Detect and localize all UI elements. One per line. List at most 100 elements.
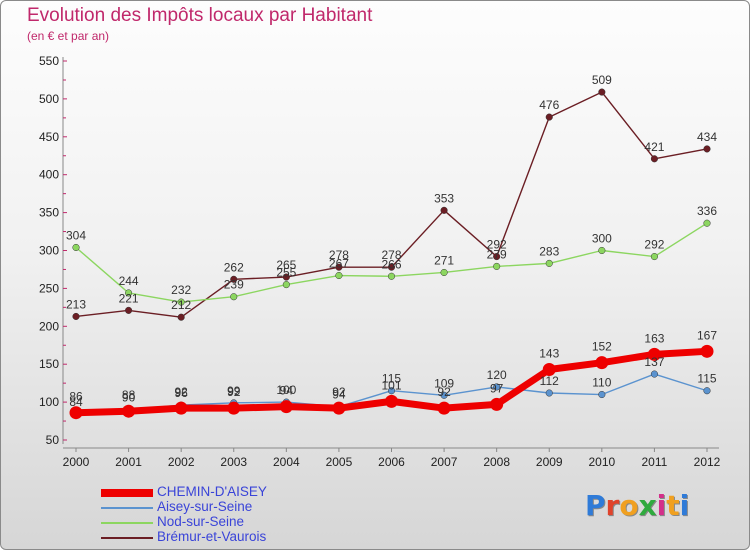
data-point-bremur bbox=[493, 253, 501, 261]
y-tick-label: 400 bbox=[39, 168, 59, 182]
data-point-chemin bbox=[69, 406, 83, 420]
data-point-bremur bbox=[177, 313, 185, 321]
data-point-nod bbox=[177, 298, 185, 306]
y-tick-label: 50 bbox=[46, 433, 60, 447]
data-point-bremur bbox=[230, 275, 238, 283]
data-point-nod bbox=[387, 272, 396, 280]
x-tick-label: 2012 bbox=[694, 455, 721, 469]
y-tick-label: 150 bbox=[39, 357, 59, 371]
logo-letter: o bbox=[619, 489, 639, 522]
x-tick-label: 2009 bbox=[536, 455, 563, 469]
y-tick-label: 500 bbox=[39, 92, 59, 106]
data-label-chemin: 88 bbox=[122, 388, 136, 402]
data-label-aisey: 115 bbox=[697, 372, 716, 386]
legend-swatch-aisey bbox=[101, 507, 153, 509]
data-point-chemin bbox=[279, 400, 293, 414]
data-point-chemin bbox=[122, 404, 136, 418]
data-label-bremur: 434 bbox=[697, 130, 717, 144]
y-tick-label: 550 bbox=[39, 54, 59, 68]
data-label-nod: 283 bbox=[539, 244, 559, 258]
y-tick-label: 100 bbox=[39, 395, 59, 409]
legend-swatch-chemin bbox=[101, 489, 153, 497]
data-label-nod: 271 bbox=[434, 253, 454, 267]
data-point-nod bbox=[282, 281, 290, 289]
data-point-bremur bbox=[440, 206, 448, 214]
data-point-nod bbox=[545, 259, 553, 267]
data-label-bremur: 476 bbox=[539, 98, 559, 112]
data-point-chemin bbox=[700, 344, 714, 358]
data-label-bremur: 221 bbox=[119, 291, 139, 305]
data-point-nod bbox=[230, 293, 238, 301]
data-point-aisey bbox=[440, 391, 448, 399]
x-tick-label: 2011 bbox=[642, 455, 668, 469]
data-point-aisey bbox=[387, 387, 396, 395]
data-label-chemin: 163 bbox=[644, 331, 664, 345]
data-label-nod: 267 bbox=[329, 257, 349, 271]
data-point-nod bbox=[598, 246, 606, 255]
chart-subtitle: (en € et par an) bbox=[27, 29, 110, 43]
logo-letter: i bbox=[656, 489, 667, 522]
data-point-bremur bbox=[282, 273, 290, 281]
y-tick-label: 350 bbox=[39, 206, 59, 220]
data-point-bremur bbox=[387, 263, 396, 271]
data-point-nod bbox=[335, 271, 343, 280]
data-label-chemin: 152 bbox=[592, 340, 612, 354]
data-label-chemin: 92 bbox=[332, 385, 346, 399]
data-point-bremur bbox=[125, 306, 133, 314]
legend-label-aisey: Aisey-sur-Seine bbox=[157, 499, 253, 514]
data-label-nod: 300 bbox=[592, 232, 612, 246]
y-tick-label: 250 bbox=[39, 281, 59, 295]
data-label-aisey: 120 bbox=[487, 368, 507, 382]
x-tick-label: 2004 bbox=[273, 455, 300, 469]
data-point-aisey bbox=[598, 390, 606, 399]
data-label-nod: 232 bbox=[171, 283, 191, 297]
chart-title: Evolution des Impôts locaux par Habitant bbox=[27, 5, 373, 26]
logo-letter: i bbox=[679, 489, 690, 522]
logo-letter: r bbox=[605, 489, 620, 522]
y-tick-label: 450 bbox=[39, 130, 59, 144]
data-label-chemin: 143 bbox=[539, 347, 559, 361]
logo-letter: t bbox=[666, 489, 680, 522]
data-point-chemin bbox=[332, 401, 346, 415]
data-label-nod: 255 bbox=[276, 266, 296, 280]
data-point-bremur bbox=[598, 88, 606, 96]
data-label-aisey: 90 bbox=[122, 391, 136, 405]
data-label-bremur: 265 bbox=[276, 258, 296, 272]
data-label-chemin: 92 bbox=[227, 385, 241, 399]
data-label-chemin: 94 bbox=[280, 384, 294, 398]
data-label-bremur: 212 bbox=[171, 298, 191, 312]
data-label-aisey: 94 bbox=[332, 388, 346, 402]
data-label-chemin: 101 bbox=[381, 378, 401, 392]
data-label-nod: 336 bbox=[697, 204, 717, 218]
data-point-bremur bbox=[650, 155, 658, 163]
data-label-nod: 304 bbox=[66, 228, 86, 242]
legend-swatch-bremur bbox=[101, 537, 153, 539]
x-tick-label: 2005 bbox=[326, 455, 353, 469]
data-point-chemin bbox=[227, 401, 241, 415]
legend-label-bremur: Brémur-et-Vaurois bbox=[157, 529, 267, 544]
data-point-nod bbox=[650, 253, 658, 261]
data-label-chemin: 92 bbox=[437, 385, 451, 399]
data-label-aisey: 115 bbox=[382, 372, 401, 386]
x-tick-label: 2006 bbox=[378, 455, 405, 469]
data-label-nod: 292 bbox=[644, 238, 664, 252]
data-point-chemin bbox=[174, 401, 188, 415]
y-tick-label: 300 bbox=[39, 244, 59, 258]
data-label-bremur: 353 bbox=[434, 191, 454, 205]
x-tick-label: 2010 bbox=[588, 455, 615, 469]
data-label-chemin: 92 bbox=[174, 385, 188, 399]
data-point-nod bbox=[72, 243, 80, 252]
legend-label-nod: Nod-sur-Seine bbox=[157, 514, 245, 529]
data-point-aisey bbox=[703, 387, 711, 395]
data-label-nod: 279 bbox=[487, 247, 507, 261]
data-label-bremur: 278 bbox=[329, 248, 349, 262]
logo-letter: P bbox=[585, 489, 606, 522]
data-label-aisey: 110 bbox=[592, 376, 611, 390]
data-point-aisey bbox=[493, 383, 501, 391]
data-label-aisey: 84 bbox=[69, 395, 83, 409]
data-label-bremur: 262 bbox=[224, 260, 244, 274]
logo-letter: x bbox=[638, 489, 657, 522]
data-label-nod: 239 bbox=[224, 278, 244, 292]
